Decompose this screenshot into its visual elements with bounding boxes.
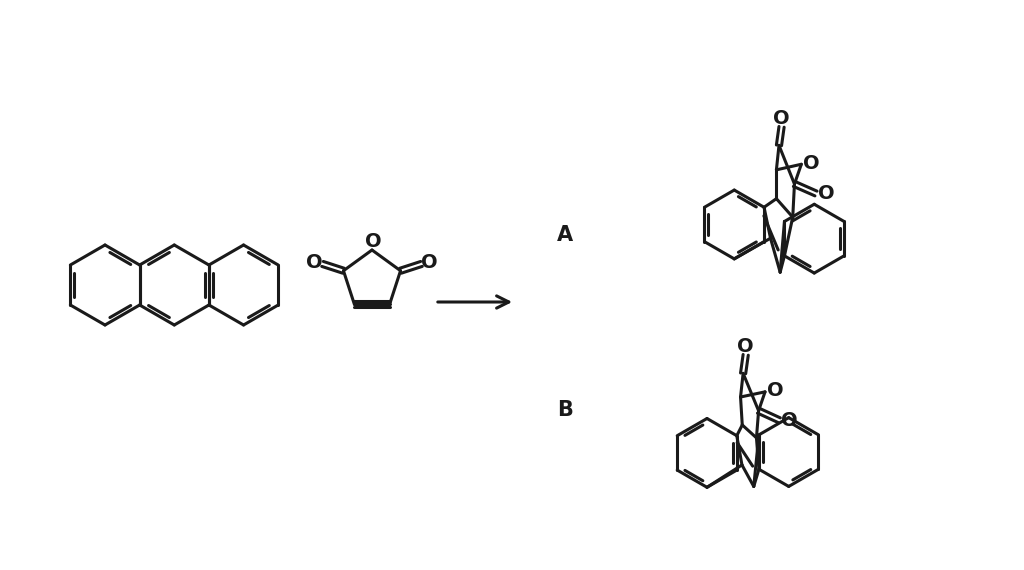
Text: O: O — [737, 337, 754, 356]
Text: O: O — [817, 184, 835, 203]
Text: O: O — [421, 253, 438, 271]
Text: B: B — [557, 400, 573, 420]
Text: O: O — [306, 253, 323, 271]
Text: O: O — [767, 381, 783, 400]
Text: O: O — [365, 232, 381, 251]
Text: O: O — [781, 411, 798, 430]
Text: A: A — [557, 225, 573, 245]
Text: O: O — [803, 154, 819, 173]
Text: O: O — [773, 109, 790, 128]
